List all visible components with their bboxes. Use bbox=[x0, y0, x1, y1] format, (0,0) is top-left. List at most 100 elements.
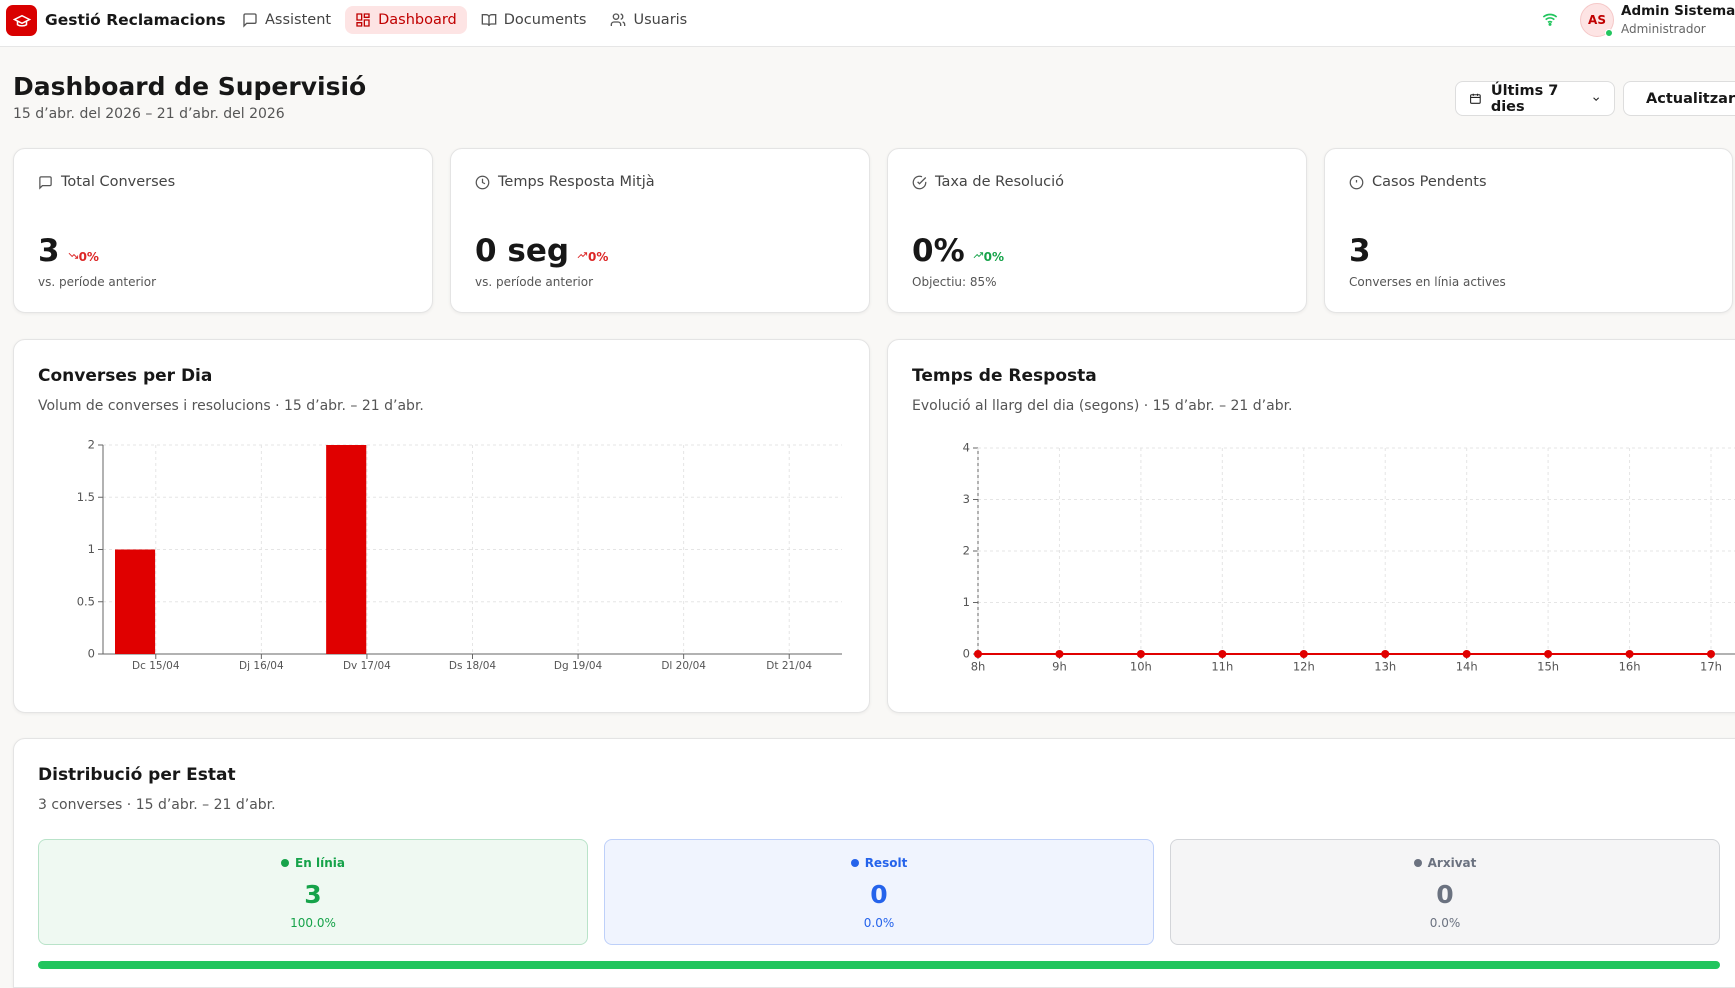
nav-item[interactable]: Assistent bbox=[232, 6, 341, 34]
avatar[interactable]: AS bbox=[1580, 3, 1614, 37]
point bbox=[1136, 650, 1145, 658]
x-tick-label: Dc 15/04 bbox=[132, 660, 180, 672]
x-tick-label: 12h bbox=[1293, 660, 1315, 674]
user-name[interactable]: Admin Sistema bbox=[1621, 3, 1735, 19]
icon bbox=[611, 13, 626, 26]
nav-item[interactable]: Documents bbox=[471, 6, 597, 34]
y-tick-label: 2 bbox=[963, 544, 970, 558]
state-name: Arxivat bbox=[1171, 856, 1719, 870]
icon bbox=[577, 252, 588, 259]
point bbox=[1625, 650, 1634, 658]
kpi-value: 3 bbox=[1349, 233, 1371, 269]
distribution-subtitle: 3 converses · 15 d’abr. – 21 d’abr. bbox=[38, 797, 276, 813]
chart-plot: 0 1 2 3 4 8h 9h 10h 11h 12h 13h 14h 15h 16h 17h bbox=[963, 441, 1735, 674]
state-percent: 0.0% bbox=[863, 916, 895, 930]
state-count: 3 bbox=[304, 880, 322, 909]
y-tick-label: 1 bbox=[88, 542, 95, 556]
logo[interactable] bbox=[6, 5, 37, 36]
top-bar: Gestió Reclamacions Assistent Dashboard Do… bbox=[0, 0, 1735, 47]
icon-path bbox=[475, 175, 490, 189]
user-role: Administrador bbox=[1621, 22, 1706, 36]
state-card: En línia 3 100.0% bbox=[38, 839, 588, 945]
state-dot bbox=[281, 859, 290, 867]
x-tick-label: Ds 18/04 bbox=[449, 660, 496, 672]
icon bbox=[475, 175, 490, 189]
icon-path bbox=[1349, 175, 1364, 189]
logo-icon bbox=[12, 14, 31, 27]
nav-item[interactable]: Dashboard bbox=[345, 6, 467, 34]
x-tick-label: 15h bbox=[1537, 660, 1559, 674]
state-percent: 0.0% bbox=[1429, 916, 1461, 930]
x-tick-label: Dg 19/04 bbox=[554, 660, 603, 672]
kpi-label: Casos Pendents bbox=[1349, 174, 1487, 190]
online-indicator bbox=[1605, 29, 1613, 37]
bar bbox=[115, 549, 156, 654]
icon-path bbox=[973, 252, 983, 259]
nav-label: Usuaris bbox=[633, 12, 688, 28]
refresh-button[interactable]: Actualitzar bbox=[1623, 81, 1735, 116]
point bbox=[974, 650, 982, 658]
chart-title: Converses per Dia bbox=[38, 366, 213, 386]
state-label: En línia bbox=[295, 856, 345, 870]
kpi-change-text: 0% bbox=[78, 250, 99, 264]
kpi-value-text: 3 bbox=[1349, 233, 1371, 269]
bar bbox=[326, 445, 367, 654]
period-button[interactable]: Últims 7 dies bbox=[1455, 81, 1615, 116]
icon bbox=[912, 175, 927, 189]
y-tick-label: 1.5 bbox=[77, 490, 95, 504]
kpi-card: Temps Resposta Mitjà 0 seg 0% vs. període a… bbox=[450, 148, 870, 313]
state-name: Resolt bbox=[605, 856, 1153, 870]
point bbox=[1462, 650, 1471, 658]
chart-subtitle: Evolució al llarg del dia (segons) · 15 … bbox=[912, 398, 1293, 414]
kpi-note: Converses en línia actives bbox=[1349, 275, 1506, 289]
icon bbox=[481, 14, 497, 27]
icon bbox=[356, 13, 370, 27]
x-tick-label: Dj 16/04 bbox=[239, 660, 284, 672]
icon bbox=[243, 13, 257, 28]
kpi-note: vs. període anterior bbox=[38, 275, 156, 289]
nav-label: Documents bbox=[503, 12, 587, 28]
kpi-label: Taxa de Resolució bbox=[912, 174, 1064, 190]
state-label: Resolt bbox=[864, 856, 908, 870]
nav-item[interactable]: Usuaris bbox=[600, 6, 697, 34]
icon bbox=[68, 252, 78, 259]
kpi-change: 0% bbox=[68, 250, 99, 264]
state-dot bbox=[1413, 859, 1422, 867]
state-percent: 100.0% bbox=[290, 916, 336, 930]
chevron-icon bbox=[1592, 96, 1599, 101]
point bbox=[1544, 650, 1553, 658]
brand: Gestió Reclamacions bbox=[45, 11, 226, 29]
refresh-label: Actualitzar bbox=[1646, 90, 1735, 107]
x-tick-label: 16h bbox=[1619, 660, 1641, 674]
icon-path bbox=[39, 175, 52, 190]
kpi-value: 0 seg 0% bbox=[475, 233, 608, 269]
point bbox=[1381, 650, 1390, 658]
y-tick-label: 0 bbox=[963, 647, 970, 661]
distribution-card: Distribució per Estat 3 converses · 15 d… bbox=[13, 738, 1735, 988]
y-tick-label: 0 bbox=[88, 647, 95, 661]
x-tick-label: 9h bbox=[1052, 660, 1067, 674]
state-card: Arxivat 0 0.0% bbox=[1170, 839, 1720, 945]
chart-card: Temps de Resposta Evolució al llarg del … bbox=[887, 339, 1735, 713]
chart-plot: 0 0.5 1 1.5 2 Dc 15/04 Dj 16/04 Dv 17/04 Ds 18/0… bbox=[77, 438, 842, 672]
state-name: En línia bbox=[39, 856, 587, 870]
state-count: 0 bbox=[870, 880, 888, 909]
icon bbox=[1349, 175, 1364, 189]
icon-path bbox=[912, 175, 927, 189]
kpi-note: vs. període anterior bbox=[475, 275, 593, 289]
icon-path bbox=[611, 13, 626, 26]
kpi-label: Temps Resposta Mitjà bbox=[475, 174, 655, 190]
distribution-title: Distribució per Estat bbox=[38, 765, 236, 785]
x-tick-label: 11h bbox=[1211, 660, 1233, 674]
date-range: 15 d’abr. del 2026 – 21 d’abr. del 2026 bbox=[13, 106, 285, 122]
kpi-label-text: Taxa de Resolució bbox=[935, 174, 1065, 190]
period-label: Últims 7 dies bbox=[1490, 82, 1559, 115]
nav-label: Assistent bbox=[265, 12, 332, 28]
x-tick-label: 17h bbox=[1700, 660, 1722, 674]
point bbox=[1707, 650, 1715, 658]
x-tick-label: 13h bbox=[1374, 660, 1396, 674]
x-tick-label: 8h bbox=[971, 660, 986, 674]
chart-card: Converses per Dia Volum de converses i r… bbox=[13, 339, 870, 713]
kpi-change-text: 0% bbox=[588, 250, 609, 264]
